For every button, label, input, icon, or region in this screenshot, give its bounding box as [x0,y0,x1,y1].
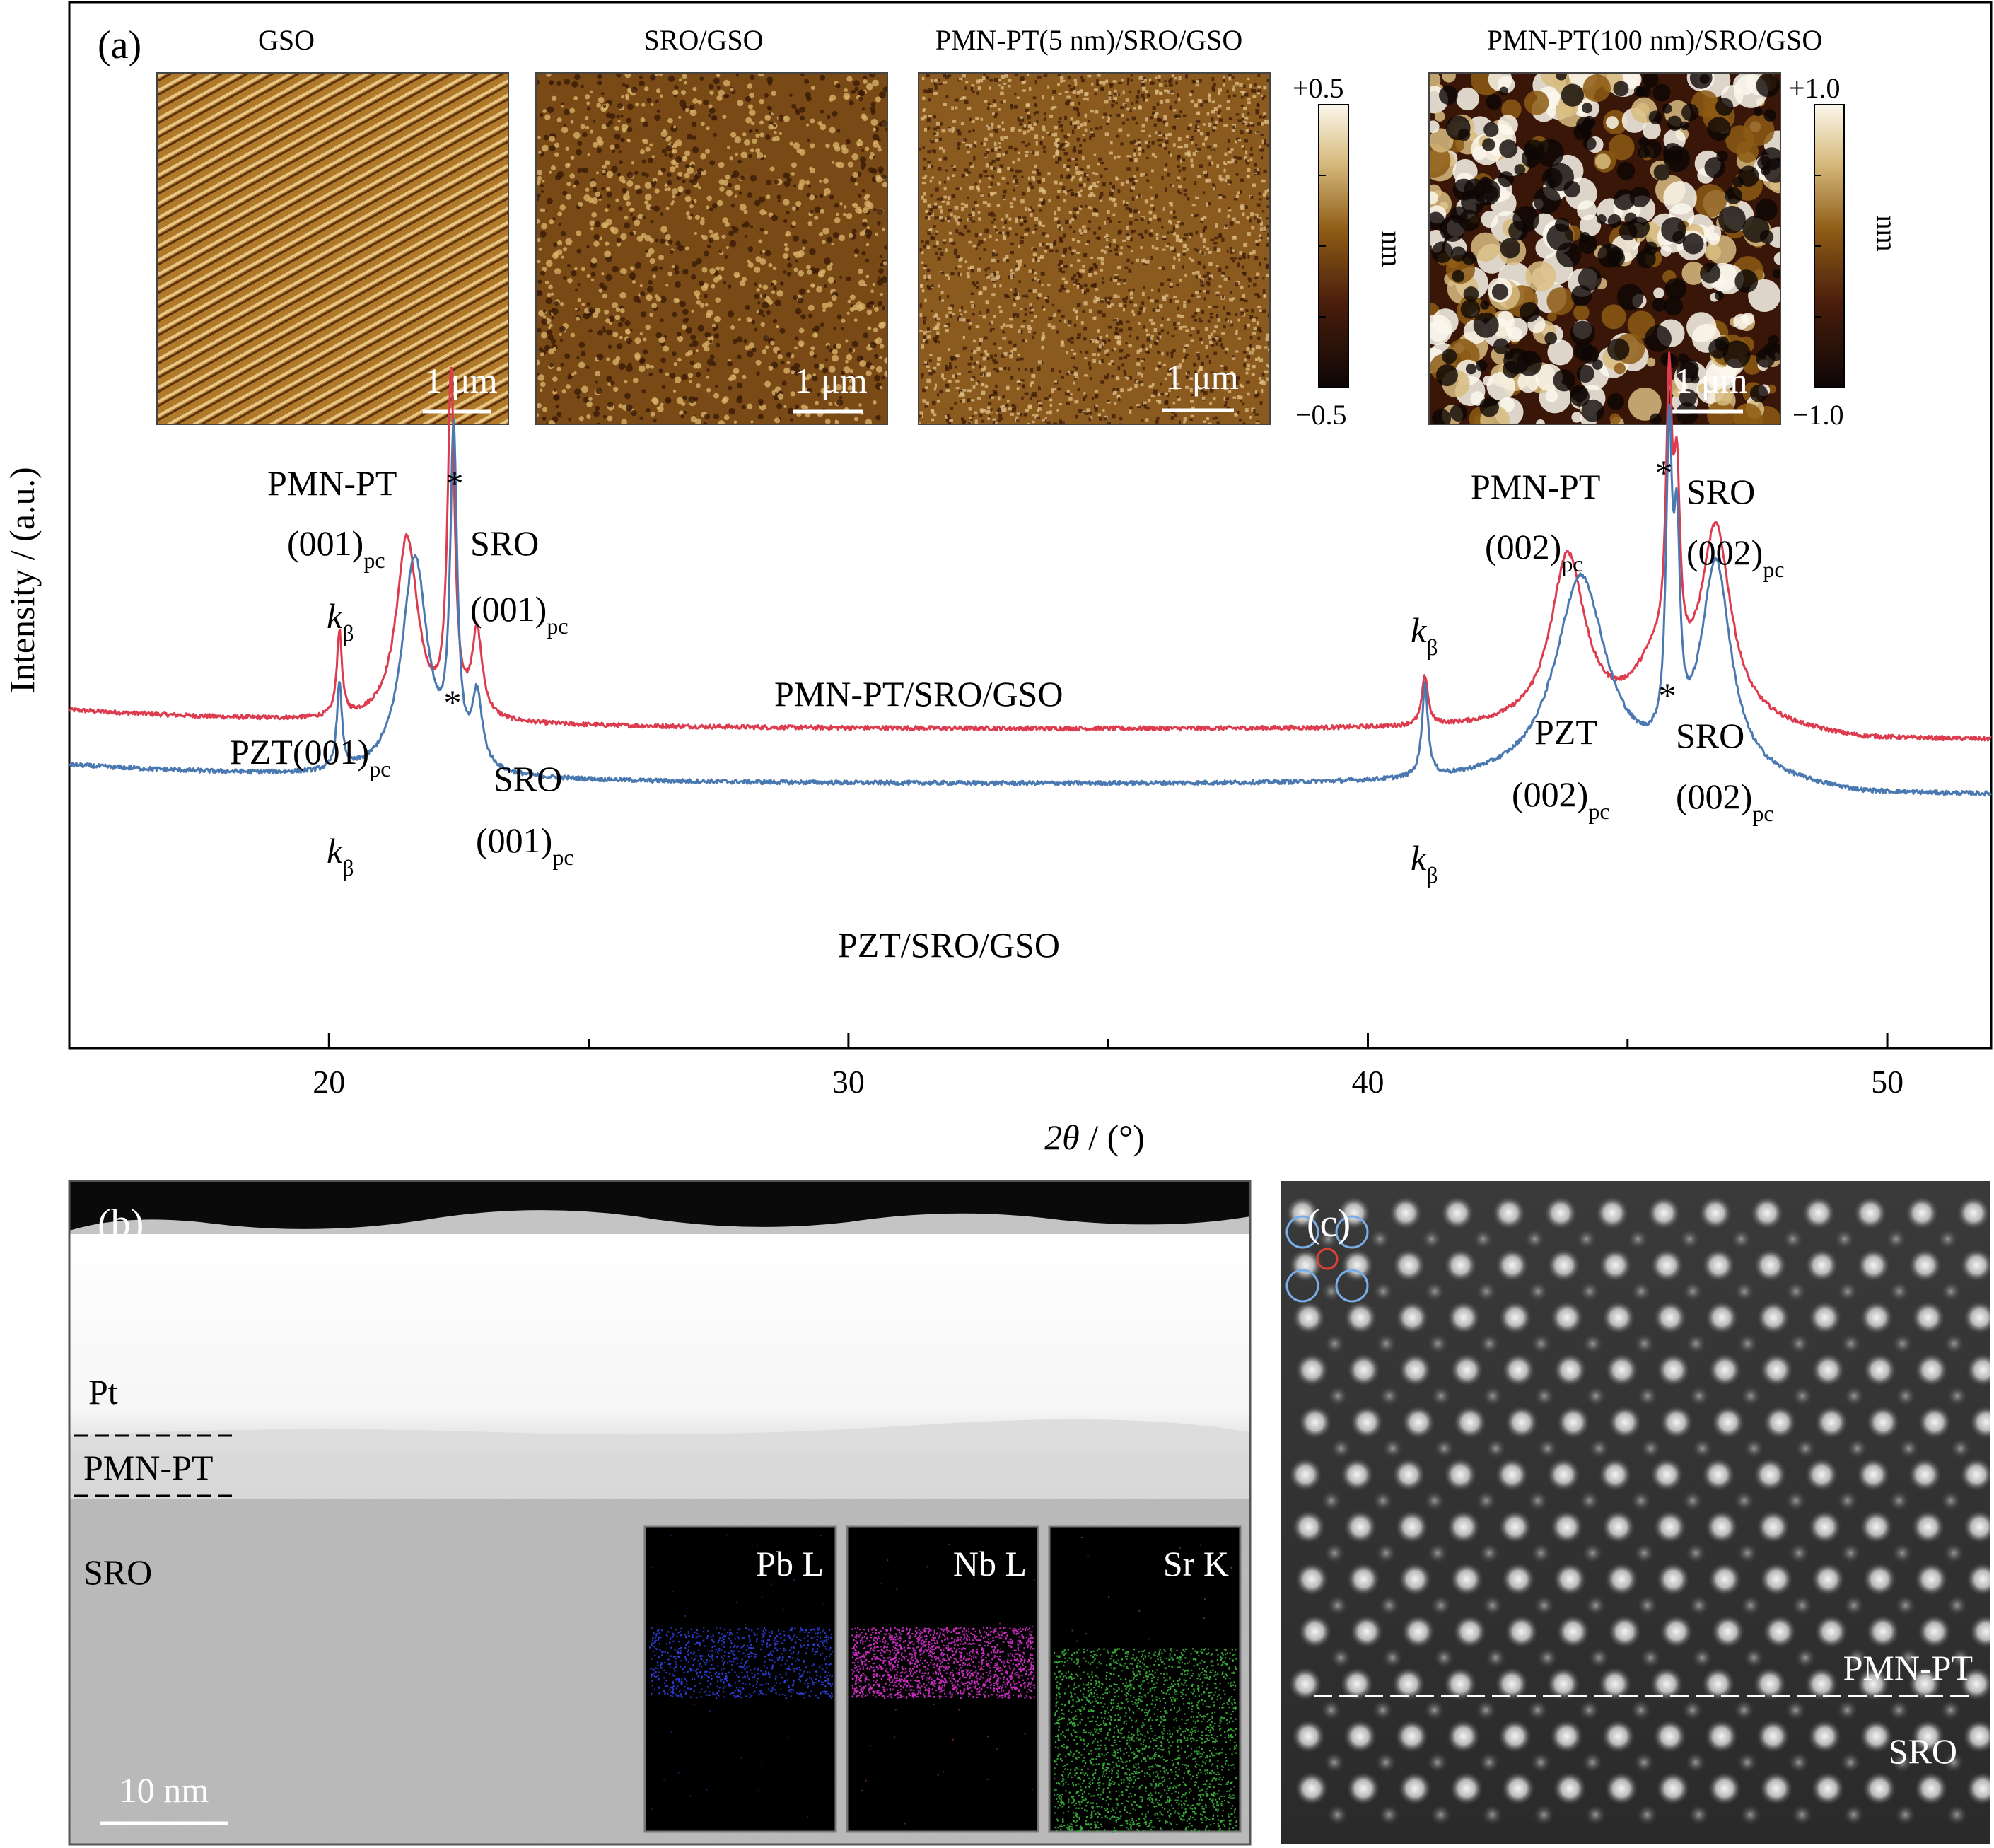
panel-c-label: (c) [1307,1202,1351,1245]
stem-label-pt: Pt [88,1372,118,1412]
stem-label-sro: SRO [83,1552,152,1592]
afm-title-3: PMN-PT(5 nm)/SRO/GSO [935,24,1243,56]
panel-c: PMN-PT SRO (c) [1281,1181,1990,1844]
stem-label-pmnpt: PMN-PT [83,1448,213,1487]
afm-image-pmnpt-100nm [1428,72,1781,425]
series-pzt-line [69,403,1993,797]
kbeta-pmnpt-2: kβ [1411,610,1438,660]
kbeta-pmnpt-1: kβ [327,596,354,646]
x-tick-label: 30 [832,1064,865,1100]
afm-scale-label-3: 1 μm [1165,357,1238,397]
afm-image-gso [156,72,509,425]
eds-map-nb: Nb L [846,1525,1039,1833]
afm-scalebar-2: 1 μm [793,361,868,414]
colorbar-1-max: +0.5 [1293,72,1344,104]
label-pzt-001: PZT(001)pc [230,732,390,781]
label-pmnpt-002-name: PMN-PT [1471,467,1600,506]
series-name-pmnpt: PMN-PT/SRO/GSO [774,674,1063,714]
label-sro-001-pmnpt-index: (001)pc [470,589,569,639]
panel-a-label: (a) [98,23,141,67]
afm-scalebar-3: 1 μm [1162,357,1239,412]
label-sro-001-pzt-index: (001)pc [476,820,574,870]
label-pmnpt-002-index: (002)pc [1485,527,1583,576]
stem-top-dark [69,1181,1250,1231]
label-sro-001-pmnpt-name: SRO [470,523,539,563]
label-sro-001-pzt-name: SRO [494,759,562,798]
hr-label-sro: SRO [1889,1731,1957,1771]
pmnpt-peak-labels: * PMN-PT (001)pc SRO (001)pc kβ kβ PMN-P… [267,453,1785,714]
afm-scalebar-1: 1 μm [423,361,498,414]
afm-image-pmnpt-5nm [918,72,1271,425]
eds-map-sr: Sr K [1048,1525,1242,1834]
colorbar-1-unit: nm [1376,231,1408,267]
afm-scale-label-2: 1 μm [794,361,867,400]
eds-map-pb: Pb L [643,1525,837,1833]
x-tick-label: 20 [313,1064,345,1100]
colorbar-2-unit: nm [1871,215,1903,251]
colorbar-2: +1.0 −1.0 nm [1789,72,1903,431]
label-sro-002-pzt-name: SRO [1676,716,1744,755]
colorbar-1: +0.5 −0.5 nm [1293,72,1408,431]
pmnpt-band [69,1419,1250,1499]
panel-b-label: (b) [98,1202,144,1245]
eds-label-pb: Pb L [756,1544,824,1583]
x-axis-label: 2θ / (°) [1044,1117,1145,1157]
afm-title-1: GSO [258,24,315,56]
afm-title-4: PMN-PT(100 nm)/SRO/GSO [1487,24,1823,56]
asterisk-pmnpt-2: * [1655,453,1673,492]
afm-scalebar-4: 1 μm [1672,361,1748,414]
asterisk-pzt-2: * [1659,675,1677,715]
afm-image-sro-gso [535,72,888,425]
afm-scale-label-1: 1 μm [424,361,497,400]
stem-scale-label: 10 nm [119,1770,209,1810]
xrd-plot [68,351,1993,797]
x-tick-label: 40 [1351,1064,1384,1100]
kbeta-pzt-2: kβ [1411,838,1438,888]
unit-cell-marker [1285,1215,1369,1303]
x-tick-label: 50 [1871,1064,1903,1100]
pzt-peak-labels: * PZT(001)pc SRO (001)pc kβ kβ PZT (002)… [230,675,1774,965]
panel-b: (b) Pt PMN-PT SRO 10 nm Pb L Nb L Sr K [68,1180,1252,1846]
label-sro-002-pmnpt-name: SRO [1686,472,1755,511]
afm-scale-label-4: 1 μm [1674,361,1747,400]
label-pzt-002-name: PZT [1534,712,1597,752]
colorbar-2-max: +1.0 [1789,72,1841,104]
afm-title-2: SRO/GSO [644,24,764,56]
asterisk-pzt-1: * [444,682,462,722]
eds-label-nb: Nb L [953,1544,1027,1583]
colorbar-1-min: −0.5 [1295,399,1347,431]
label-pmnpt-001-name: PMN-PT [267,463,397,503]
asterisk-pmnpt-1: * [446,463,464,503]
label-sro-002-pmnpt-index: (002)pc [1686,533,1785,582]
label-pzt-002-index: (002)pc [1512,774,1610,824]
series-name-pzt: PZT/SRO/GSO [838,925,1060,965]
hr-label-pmnpt: PMN-PT [1843,1648,1973,1687]
label-pmnpt-001-index: (001)pc [287,523,385,573]
eds-label-sr: Sr K [1163,1544,1229,1583]
label-sro-002-pzt-index: (002)pc [1676,777,1774,826]
kbeta-pzt-1: kβ [327,831,354,881]
y-axis-label: Intensity / (a.u.) [2,467,42,692]
colorbar-2-min: −1.0 [1792,399,1844,431]
series-pmnpt-line [68,351,1992,742]
xrd-axes: 20 30 40 50 [68,1033,1991,1100]
